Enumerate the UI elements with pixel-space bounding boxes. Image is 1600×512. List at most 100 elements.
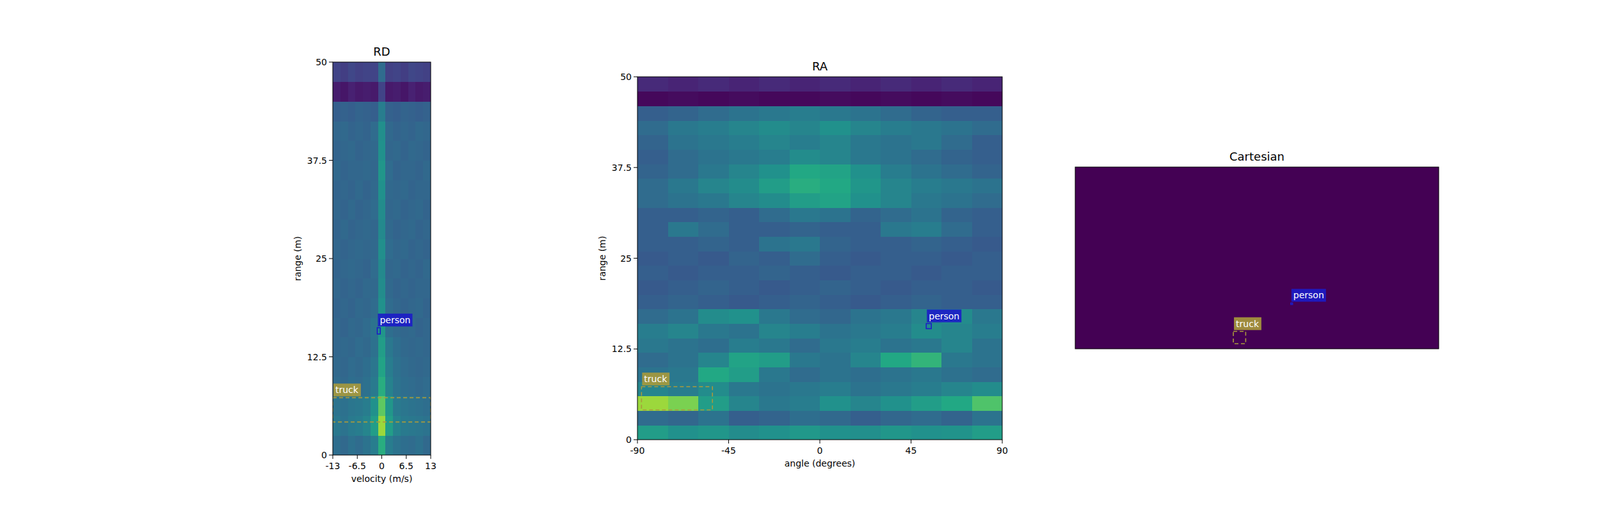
heat-cell — [392, 435, 401, 456]
heat-cell — [880, 367, 912, 383]
heat-cell — [698, 105, 729, 121]
heat-cell — [789, 309, 821, 324]
y-tick — [328, 455, 333, 456]
heat-cell — [370, 101, 379, 121]
y-tick — [328, 356, 333, 358]
heat-cell — [759, 178, 790, 194]
x-tick-label: 90 — [996, 445, 1008, 456]
heat-cell — [698, 192, 729, 208]
heat-cell — [355, 416, 363, 436]
heat-cell — [819, 396, 851, 411]
heat-cell — [415, 416, 424, 436]
box-label: truck — [643, 373, 668, 384]
heat-cell — [392, 416, 401, 436]
heat-cell — [728, 337, 760, 353]
heat-cell — [392, 199, 401, 220]
heat-cell — [698, 265, 729, 281]
heat-cell — [340, 297, 349, 318]
heat-cell — [972, 135, 1003, 150]
heat-cell — [423, 278, 431, 299]
heat-cell — [348, 317, 356, 338]
heat-cell — [880, 410, 912, 426]
heat-cell — [332, 219, 341, 240]
heat-cell — [911, 76, 943, 92]
heat-cell — [415, 140, 424, 161]
heat-cell — [362, 238, 371, 259]
heat-cell — [668, 381, 699, 397]
heat-cell — [340, 160, 349, 181]
heat-cell — [789, 337, 821, 353]
heat-cell — [415, 101, 424, 121]
heat-cell — [850, 381, 882, 397]
heat-cell — [698, 91, 729, 107]
heat-cell — [400, 101, 409, 121]
heat-cell — [400, 357, 409, 377]
heat-cell — [637, 265, 669, 281]
y-tick — [633, 348, 638, 350]
heat-cell — [850, 396, 882, 411]
axes-frame — [637, 76, 1003, 440]
heat-cell — [941, 381, 973, 397]
heat-cell — [415, 160, 424, 181]
heat-cell — [819, 222, 851, 237]
heat-cell — [941, 135, 973, 150]
heat-cell — [850, 337, 882, 353]
heat-cell — [400, 337, 409, 358]
heat-cell — [789, 265, 821, 281]
heat-cell — [415, 376, 424, 397]
heat-cell — [972, 309, 1003, 324]
heat-cell — [400, 278, 409, 299]
heat-cell — [408, 238, 416, 259]
heat-cell — [728, 192, 760, 208]
heat-cell — [941, 352, 973, 368]
heat-cell — [370, 140, 379, 161]
heat-cell — [408, 416, 416, 436]
heat-cell — [789, 149, 821, 164]
heat-cell — [819, 265, 851, 281]
heat-cell — [759, 76, 790, 92]
x-tick-label: -6.5 — [348, 460, 367, 472]
heat-cell — [728, 367, 760, 383]
heat-cell — [941, 236, 973, 251]
heat-cell — [415, 199, 424, 220]
heat-cell — [880, 250, 912, 266]
heat-cell — [415, 337, 424, 358]
heat-cell — [332, 396, 341, 416]
heat-cell — [340, 416, 349, 436]
heat-cell — [668, 424, 699, 440]
heat-cell — [637, 120, 669, 136]
heat-cell — [348, 337, 356, 358]
heat-cell — [340, 140, 349, 161]
heat-cell — [408, 62, 416, 82]
y-tick-label: 50 — [315, 56, 328, 68]
heat-cell — [385, 238, 393, 259]
heat-cell — [348, 101, 356, 121]
heat-cell — [332, 416, 341, 436]
heat-cell — [385, 376, 393, 397]
heat-cell — [332, 258, 341, 279]
heat-cell — [728, 381, 760, 397]
heat-cell — [819, 424, 851, 440]
heat-cell — [362, 120, 371, 141]
heat-cell — [355, 160, 363, 181]
heat-cell — [819, 352, 851, 368]
heat-cell — [819, 381, 851, 397]
heat-cell — [637, 280, 669, 296]
heat-cell — [415, 219, 424, 240]
y-axis-label: range (m) — [597, 236, 608, 281]
heat-cell — [370, 258, 379, 279]
box-label: truck — [1235, 318, 1260, 329]
heat-cell — [789, 222, 821, 237]
heat-cell — [362, 199, 371, 220]
heat-cell — [698, 76, 729, 92]
y-tick-label: 50 — [620, 71, 632, 82]
heat-cell — [850, 309, 882, 324]
heat-cell — [423, 219, 431, 240]
heat-cell — [789, 323, 821, 339]
heat-cell — [362, 416, 371, 436]
heat-cell — [941, 280, 973, 296]
title: RD — [373, 44, 390, 59]
heat-cell — [911, 250, 943, 266]
panel: truckpersonRD-13-6.506.513012.52537.550v… — [292, 44, 437, 484]
heat-cell — [348, 357, 356, 377]
